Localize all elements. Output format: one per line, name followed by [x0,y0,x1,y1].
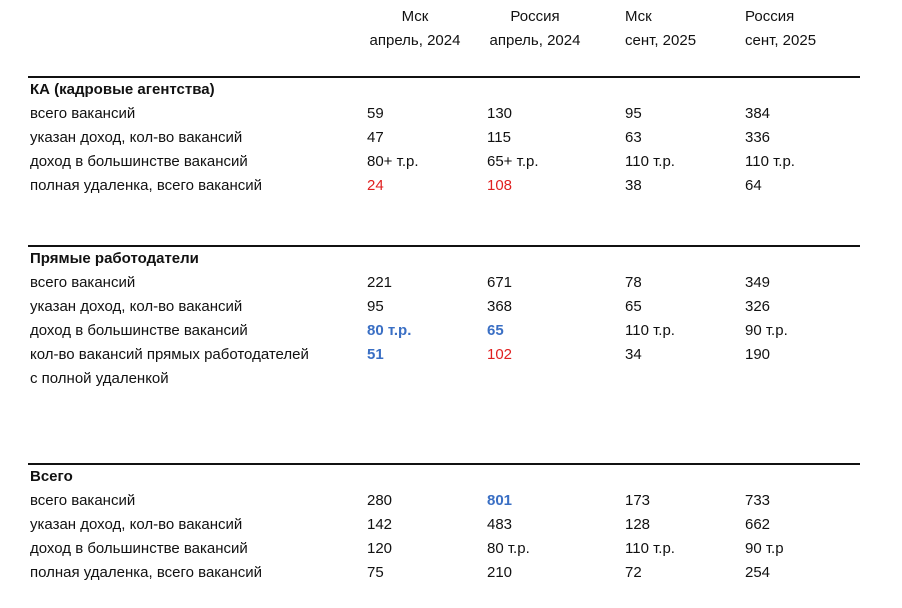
cell-value: 368 [487,298,513,315]
cell-value: 190 [745,346,771,363]
cell-value: 72 [625,564,642,581]
row-label: полная удаленка, всего вакансий [30,564,263,581]
cell-value: 384 [745,105,771,122]
section-rule [28,245,860,247]
cell-value: 733 [745,492,771,509]
cell-value: 110 т.р. [745,153,795,170]
cell-value: 47 [367,129,384,146]
row-label: кол-во вакансий прямых работодателей [30,346,309,363]
cell-value: 108 [487,177,513,194]
row-label: полная удаленка, всего вакансий [30,177,263,194]
section-rule [28,463,860,465]
cell-value: 63 [625,129,642,146]
row-label: указан доход, кол-во вакансий [30,298,243,315]
column-header: Мск [625,8,652,25]
column-header: Россия [745,8,795,25]
cell-value: 115 [487,129,511,146]
cell-value: 349 [745,274,771,291]
cell-value: 110 т.р. [625,153,675,170]
row-label: доход в большинстве вакансий [30,540,248,557]
cell-value: 59 [367,105,384,122]
cell-value: 80 т.р. [367,322,412,339]
cell-value: 120 [367,540,393,557]
column-header: сент, 2025 [745,32,817,49]
cell-value: 65 [625,298,642,315]
row-label: доход в большинстве вакансий [30,153,248,170]
section-title: Прямые работодатели [30,250,199,267]
cell-value: 90 т.р [745,540,784,557]
cell-value: 280 [367,492,393,509]
column-header: Мск [401,8,429,25]
row-label: всего вакансий [30,105,136,122]
row-label: указан доход, кол-во вакансий [30,129,243,146]
cell-value: 801 [487,492,513,509]
cell-value: 210 [487,564,513,581]
cell-value: 128 [625,516,651,533]
cell-value: 80 т.р. [487,540,530,557]
row-label: всего вакансий [30,492,136,509]
cell-value: 326 [745,298,771,315]
column-header: апрель, 2024 [369,32,461,49]
cell-value: 173 [625,492,651,509]
cell-value: 65+ т.р. [487,153,539,170]
cell-value: 65 [487,322,504,339]
row-label: указан доход, кол-во вакансий [30,516,243,533]
row-label: с полной удаленкой [30,370,169,387]
cell-value: 75 [367,564,384,581]
section-title: КА (кадровые агентства) [30,81,215,98]
cell-value: 662 [745,516,771,533]
column-header: сент, 2025 [625,32,697,49]
cell-value: 24 [367,177,384,194]
cell-value: 95 [367,298,384,315]
column-header: апрель, 2024 [489,32,581,49]
cell-value: 78 [625,274,642,291]
section-title: Всего [30,468,73,485]
cell-value: 64 [745,177,762,194]
cell-value: 671 [487,274,513,291]
row-label: всего вакансий [30,274,136,291]
column-header: Россия [510,8,560,25]
cell-value: 80+ т.р. [367,153,419,170]
cell-value: 254 [745,564,771,581]
cell-value: 336 [745,129,771,146]
cell-value: 130 [487,105,513,122]
cell-value: 110 т.р. [625,322,675,339]
cell-value: 34 [625,346,642,363]
cell-value: 142 [367,516,393,533]
cell-value: 95 [625,105,642,122]
cell-value: 483 [487,516,513,533]
cell-value: 110 т.р. [625,540,675,557]
cell-value: 90 т.р. [745,322,788,339]
cell-value: 51 [367,346,384,363]
cell-value: 38 [625,177,642,194]
cell-value: 102 [487,346,513,363]
cell-value: 221 [367,274,393,291]
section-rule [28,76,860,78]
row-label: доход в большинстве вакансий [30,322,248,339]
